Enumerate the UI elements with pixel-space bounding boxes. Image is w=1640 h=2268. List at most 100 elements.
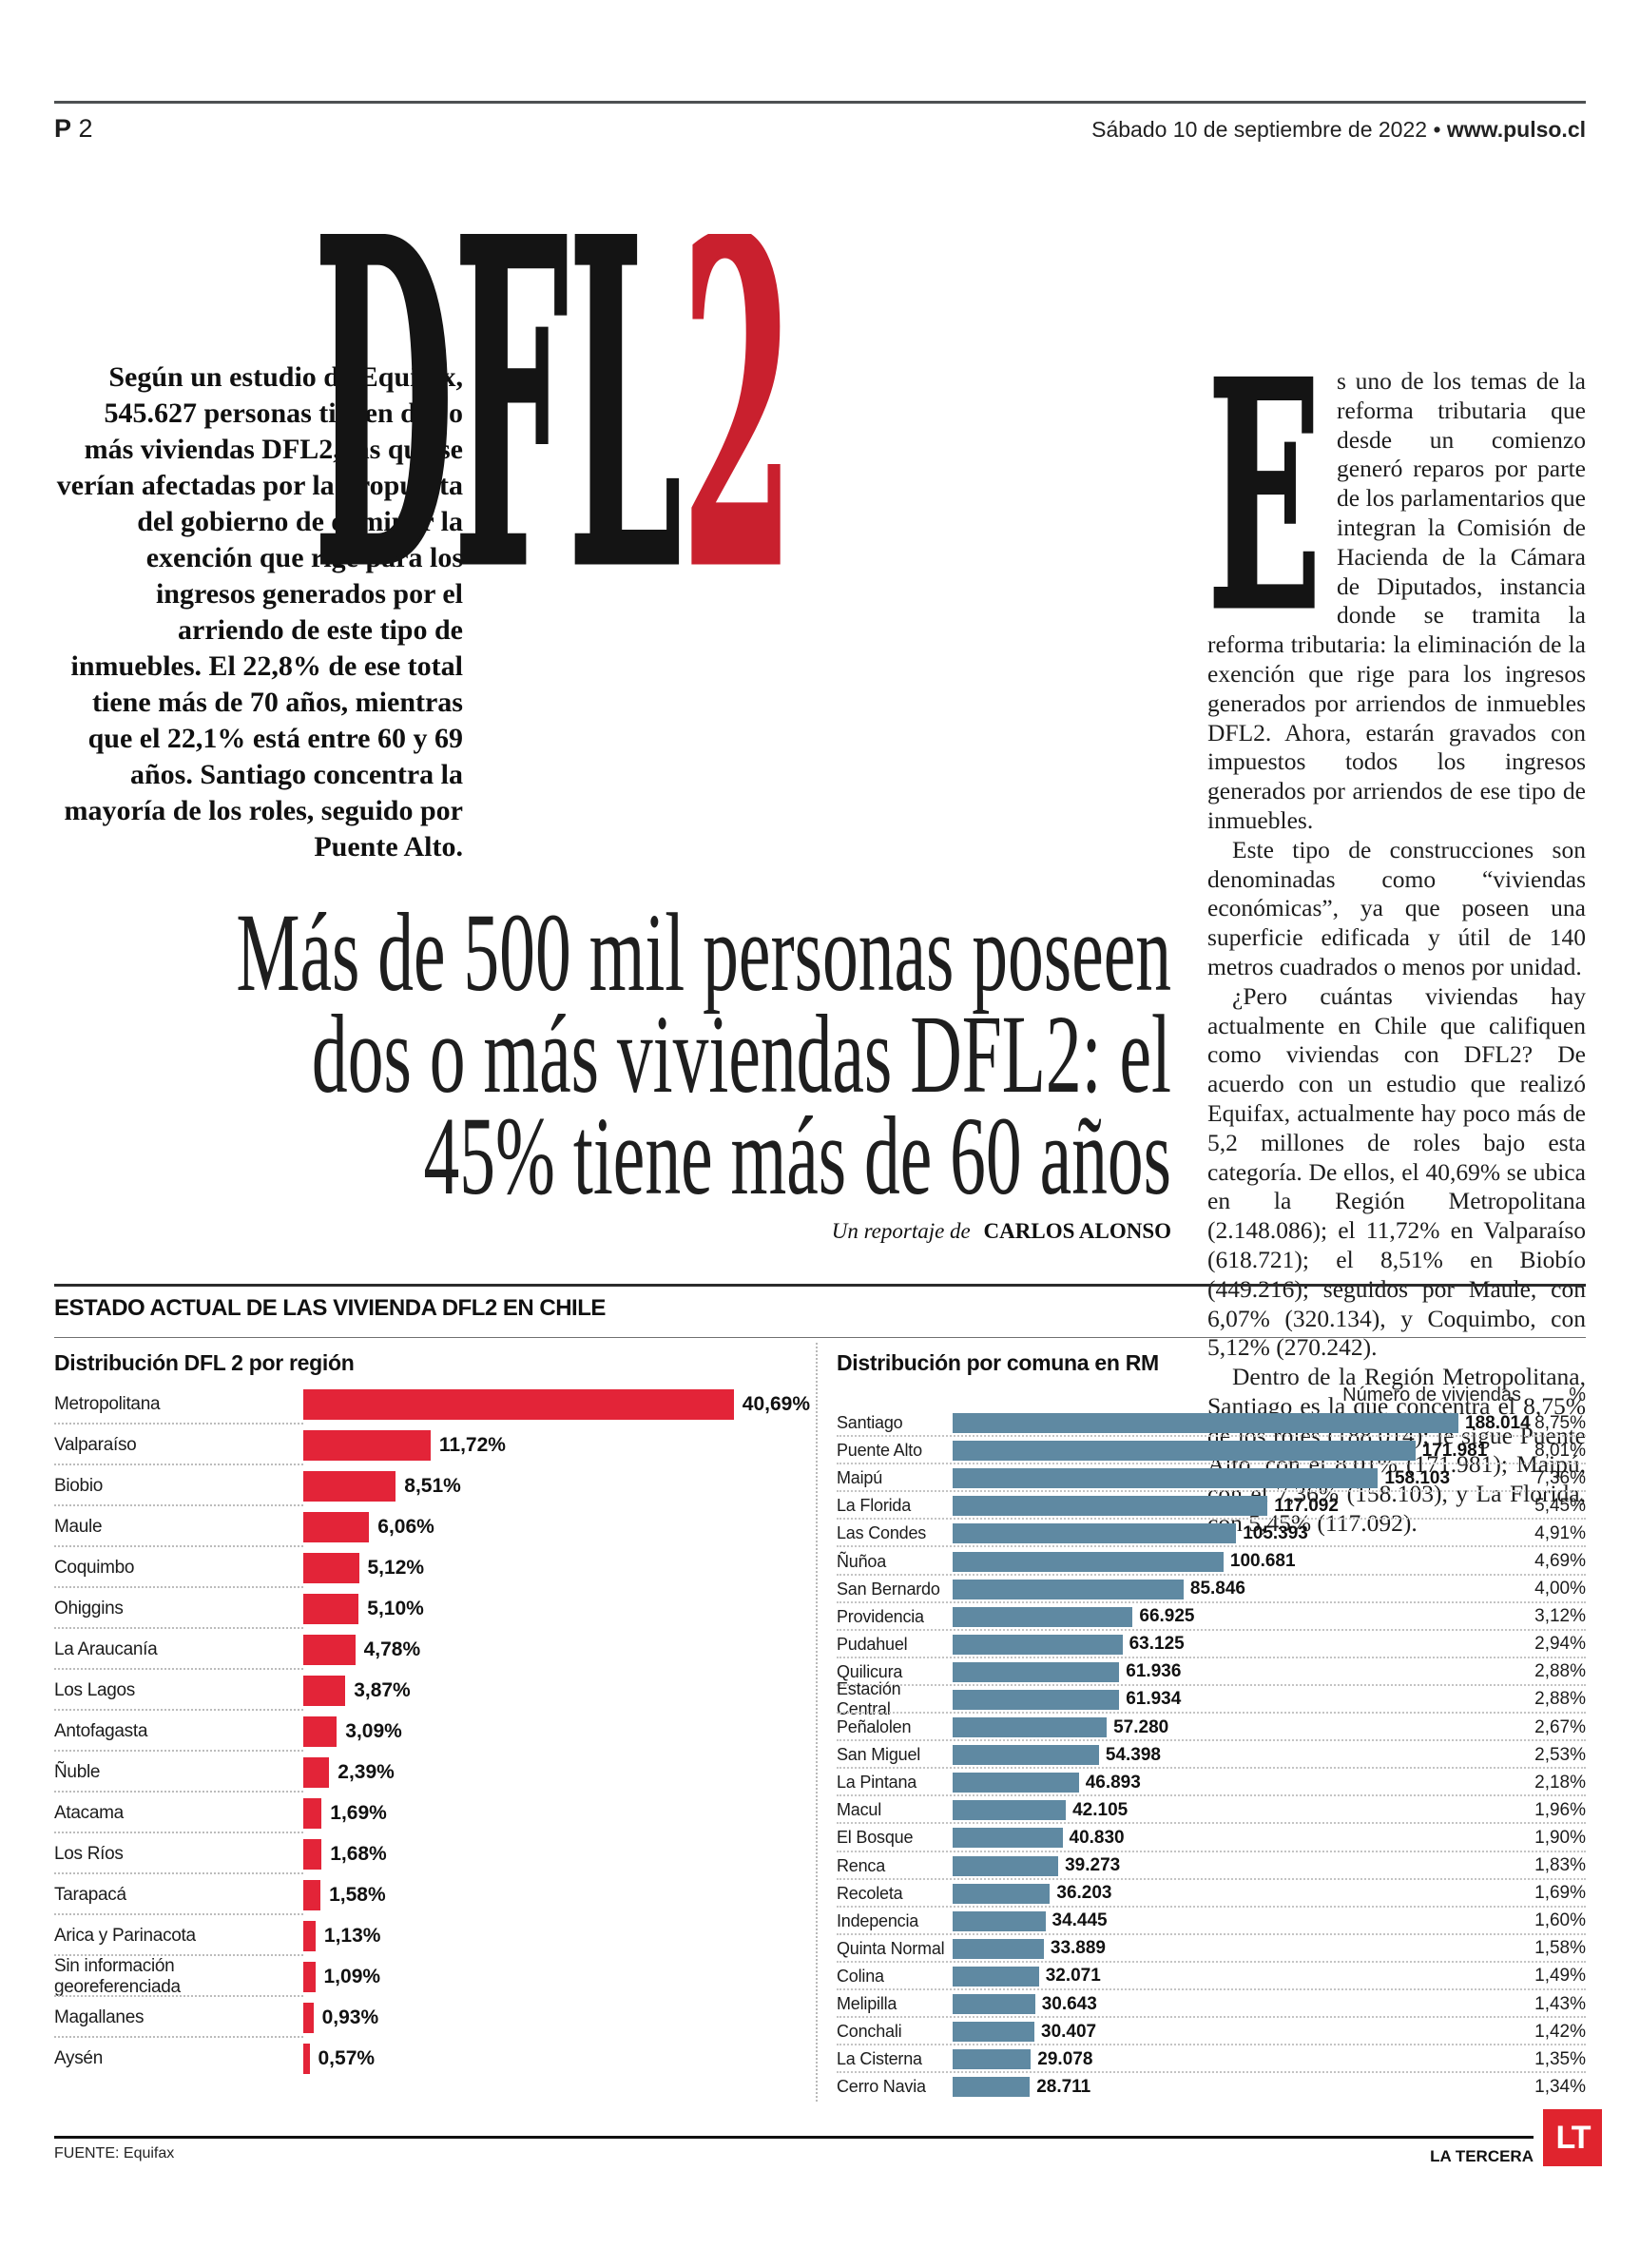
credit: LA TERCERA: [1430, 2147, 1534, 2165]
region-row: Antofagasta 3,09%: [54, 1711, 810, 1752]
comuna-bar: [953, 2022, 1034, 2043]
comuna-label: Cerro Navia: [837, 2077, 926, 2097]
comuna-value: 40.830: [1069, 1827, 1125, 1848]
region-bar: [303, 1879, 321, 1910]
comuna-row: Cerro Navia 28.711 1,34%: [837, 2073, 1586, 2101]
comuna-row: Providencia 66.925 3,12%: [837, 1603, 1586, 1631]
region-chart-title: Distribución DFL 2 por región: [54, 1350, 355, 1375]
region-bar: [303, 1388, 734, 1420]
region-bar: [303, 1470, 396, 1502]
lt-logo-text: LT: [1555, 2119, 1591, 2156]
comuna-value: 54.398: [1105, 1744, 1162, 1765]
comuna-value: 46.893: [1085, 1772, 1141, 1793]
comuna-label: Renca: [837, 1855, 886, 1875]
region-row: Ñuble 2,39%: [54, 1752, 810, 1793]
comuna-value: 66.925: [1139, 1606, 1195, 1627]
comuna-row: Ñuñoa 100.681 4,69%: [837, 1547, 1586, 1576]
region-value: 1,68%: [330, 1842, 387, 1865]
folio-number: 2: [78, 114, 93, 143]
region-label: Magallanes: [54, 2006, 145, 2027]
region-value: 11,72%: [438, 1433, 506, 1456]
comuna-pct: 1,96%: [1534, 1799, 1586, 1820]
comuna-value: 61.934: [1126, 1689, 1182, 1710]
comuna-label: Quilicura: [837, 1661, 903, 1681]
region-value: 1,09%: [323, 1965, 381, 1987]
comuna-row: La Cisterna 29.078 1,35%: [837, 2045, 1586, 2074]
region-label: Atacama: [54, 1802, 124, 1823]
comuna-label: Santiago: [837, 1413, 903, 1433]
region-bar: [303, 2043, 310, 2074]
region-bar: [303, 1961, 316, 1992]
region-row: Arica y Parinacota 1,13%: [54, 1915, 810, 1956]
comuna-label: Estación Central: [837, 1679, 901, 1719]
region-bar: [303, 1675, 346, 1706]
region-row: Ohiggins 5,10%: [54, 1588, 810, 1629]
lead-paragraph: Según un estudio de Equifax, 545.627 per…: [56, 361, 463, 863]
region-row: Biobio 8,51%: [54, 1465, 810, 1506]
region-label: Sin información georeferenciada: [54, 1955, 181, 1997]
region-value: 3,87%: [354, 1678, 411, 1701]
byline: Un reportaje de CARLOS ALONSO: [832, 1219, 1171, 1244]
headline-line: 45% tiene más de 60 años: [423, 1094, 1171, 1218]
comuna-bar: [953, 1606, 1133, 1627]
comuna-pct: 1,35%: [1534, 2048, 1586, 2069]
comuna-row: Melipilla 30.643 1,43%: [837, 1990, 1586, 2019]
region-value: 6,06%: [377, 1515, 434, 1538]
region-row: Magallanes 0,93%: [54, 1997, 810, 2038]
comuna-value: 36.203: [1056, 1883, 1112, 1904]
comuna-row: San Bernardo 85.846 4,00%: [837, 1576, 1586, 1603]
article-paragraph: s uno de los temas de la reforma tributa…: [1207, 367, 1586, 834]
region-value: 0,57%: [318, 2046, 376, 2069]
header-rule: [54, 101, 1586, 104]
comuna-pct: 1,49%: [1534, 1966, 1586, 1987]
comuna-pct: 2,88%: [1534, 1661, 1586, 1682]
region-row: Aysén 0,57%: [54, 2038, 810, 2079]
comuna-pct: 4,91%: [1534, 1522, 1586, 1543]
comuna-pct: 4,00%: [1534, 1579, 1586, 1599]
region-bar: [303, 1429, 431, 1461]
comuna-column-headers: Número de viviendas %: [837, 1385, 1586, 1407]
comuna-label: Peñalolen: [837, 1717, 912, 1737]
comuna-bar: [953, 1745, 1099, 1766]
region-value: 5,10%: [367, 1597, 424, 1619]
comuna-label: El Bosque: [837, 1828, 914, 1848]
comuna-label: San Miguel: [837, 1745, 921, 1765]
comuna-label: Macul: [837, 1800, 882, 1820]
comuna-pct: 1,58%: [1534, 1938, 1586, 1959]
comuna-pct: 1,42%: [1534, 2021, 1586, 2042]
comuna-pct: 1,83%: [1534, 1855, 1586, 1876]
comuna-label: Providencia: [837, 1606, 924, 1626]
comuna-row: La Florida 117.092 5,45%: [837, 1492, 1586, 1521]
comuna-row: Recoleta 36.203 1,69%: [837, 1880, 1586, 1908]
comuna-label: Colina: [837, 1966, 884, 1986]
region-value: 1,69%: [330, 1801, 387, 1824]
comuna-pct: 1,90%: [1534, 1827, 1586, 1848]
comuna-label: La Cisterna: [837, 2049, 922, 2069]
region-bar: [303, 1511, 370, 1542]
comuna-bar: [953, 1938, 1044, 1959]
region-row: Atacama 1,69%: [54, 1793, 810, 1833]
region-value: 2,39%: [338, 1760, 395, 1783]
comuna-value: 158.103: [1384, 1467, 1451, 1488]
dropcap-letter: E: [1207, 373, 1322, 612]
comuna-bar: [953, 1441, 1416, 1462]
comuna-row: Peñalolen 57.280 2,67%: [837, 1714, 1586, 1742]
region-row: Los Ríos 1,68%: [54, 1833, 810, 1874]
section-rule-sub: [54, 1337, 1586, 1338]
comuna-bar: [953, 1661, 1120, 1682]
region-label: Metropolitana: [54, 1393, 161, 1414]
comuna-pct: 8,75%: [1534, 1412, 1586, 1433]
comuna-pct: 2,18%: [1534, 1772, 1586, 1793]
region-bar: [303, 1716, 338, 1747]
comuna-bar: [953, 1634, 1123, 1655]
region-bar: [303, 1552, 359, 1583]
region-bar: [303, 2002, 314, 2033]
region-value: 4,78%: [363, 1638, 421, 1660]
comuna-value: 34.445: [1052, 1910, 1108, 1931]
comuna-value: 30.643: [1041, 1993, 1097, 2014]
comuna-value: 57.280: [1113, 1716, 1169, 1737]
comuna-row: Quinta Normal 33.889 1,58%: [837, 1935, 1586, 1963]
comuna-row: Macul 42.105 1,96%: [837, 1796, 1586, 1825]
comuna-bar: [953, 2049, 1032, 2070]
comuna-value: 85.846: [1189, 1579, 1246, 1599]
